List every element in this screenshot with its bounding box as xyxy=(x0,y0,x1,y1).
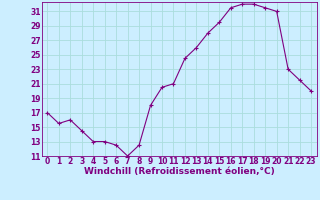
X-axis label: Windchill (Refroidissement éolien,°C): Windchill (Refroidissement éolien,°C) xyxy=(84,167,275,176)
